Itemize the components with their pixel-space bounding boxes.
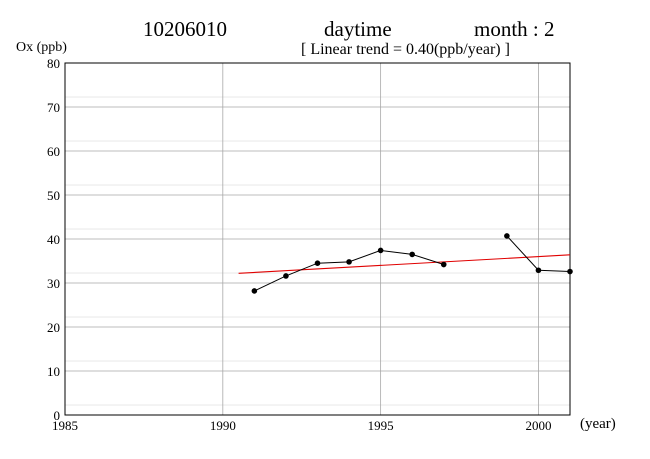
data-point — [283, 273, 289, 279]
data-point — [504, 233, 510, 239]
y-tick-label: 80 — [47, 56, 60, 71]
data-point — [346, 259, 352, 265]
data-point — [314, 260, 321, 267]
y-axis-label: Ox (ppb) — [16, 40, 67, 55]
trend-line — [238, 254, 571, 274]
y-tick-label: 10 — [47, 364, 60, 379]
period-label: daytime — [324, 17, 392, 41]
y-ticks: 0 10 20 30 40 50 60 70 80 — [47, 56, 60, 423]
y-tick-label: 60 — [47, 144, 60, 159]
x-tick-label: 1990 — [210, 418, 236, 433]
data-point — [251, 288, 258, 294]
grid-lines — [65, 63, 570, 415]
y-tick-label: 70 — [47, 100, 60, 115]
x-ticks: 1985 1990 1995 2000 — [52, 418, 551, 433]
month-label: month : 2 — [474, 17, 555, 41]
y-tick-label: 20 — [47, 320, 60, 335]
data-point — [567, 268, 573, 275]
data-point — [440, 261, 447, 268]
trend-label: [ Linear trend = 0.40(ppb/year) ] — [301, 41, 510, 58]
data-point — [535, 267, 542, 274]
y-tick-label: 50 — [47, 188, 60, 203]
series-group — [251, 233, 573, 294]
station-code: 10206010 — [143, 17, 227, 41]
y-tick-label: 40 — [47, 232, 60, 247]
x-tick-label: 2000 — [525, 418, 551, 433]
data-point — [377, 247, 384, 254]
data-point — [409, 251, 415, 258]
plot-frame — [64, 62, 571, 416]
x-tick-label: 1985 — [52, 418, 78, 433]
y-tick-label: 30 — [47, 276, 60, 291]
x-tick-label: 1995 — [368, 418, 394, 433]
x-axis-label: (year) — [580, 416, 616, 432]
trend-line-group — [238, 254, 571, 274]
y-tick-label: 0 — [54, 408, 61, 423]
